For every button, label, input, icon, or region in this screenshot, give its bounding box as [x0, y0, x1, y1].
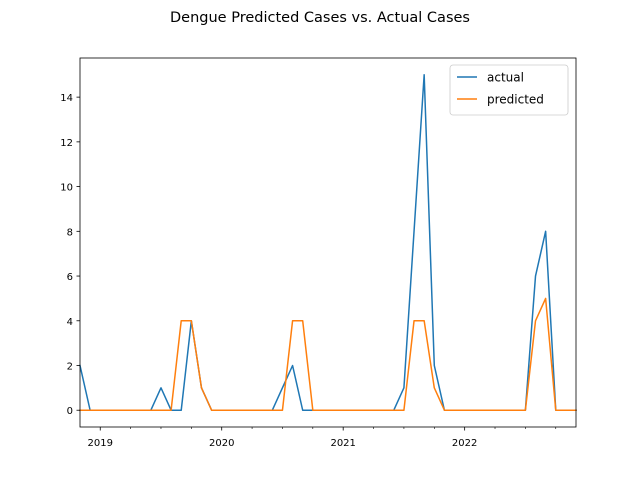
x-tick-label: 2020: [209, 438, 234, 449]
y-tick-label: 8: [67, 227, 73, 238]
chart-title: Dengue Predicted Cases vs. Actual Cases: [170, 10, 470, 26]
legend-label-actual: actual: [487, 71, 524, 85]
y-tick-label: 6: [67, 272, 73, 283]
series-line-predicted: [79, 297, 577, 411]
x-tick-label: 2022: [452, 438, 477, 449]
plot-area: 0 2 4 6 8 10 12 14 2019 2020 2021 2022: [60, 57, 577, 449]
legend: actual predicted: [449, 64, 569, 116]
legend-label-predicted: predicted: [487, 93, 544, 107]
y-tick-label: 10: [60, 183, 73, 194]
axes-frame: [79, 57, 577, 428]
y-tick-label: 14: [60, 93, 73, 104]
y-tick-label: 2: [67, 362, 73, 373]
y-tick-label: 4: [67, 317, 73, 328]
y-tick-label: 0: [67, 406, 73, 417]
x-tick-label: 2019: [88, 438, 113, 449]
legend-box: [449, 64, 569, 116]
y-tick-label: 12: [60, 138, 73, 149]
series-line-actual: [79, 74, 577, 411]
x-tick-label: 2021: [330, 438, 355, 449]
